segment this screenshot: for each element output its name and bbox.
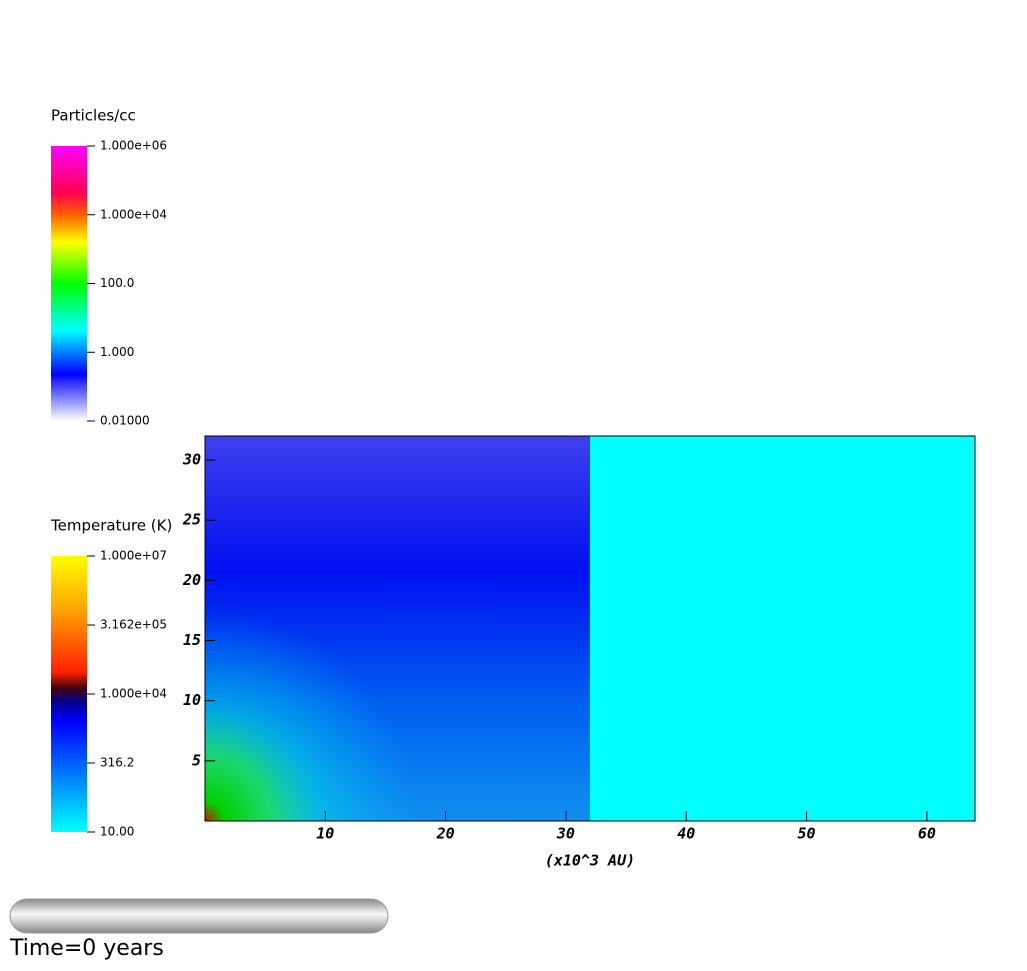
x-tick-label: 50 [798, 825, 816, 843]
legend-tick-label: 10.00 [100, 825, 134, 839]
y-tick-label: 5 [192, 751, 201, 769]
y-tick-label: 15 [183, 631, 201, 649]
x-tick-label: 60 [918, 825, 936, 843]
x-tick-label: 40 [677, 825, 695, 843]
colorbar [51, 556, 87, 832]
field-region [590, 436, 975, 821]
legend-tick-label: 1.000e+06 [100, 139, 167, 153]
y-tick-label: 10 [183, 691, 201, 709]
x-axis-label: (x10^3 AU) [545, 852, 635, 870]
legend-tick-label: 1.000 [100, 345, 134, 359]
legend-title: Temperature (K) [50, 517, 172, 535]
legend-tick-label: 1.000e+04 [100, 207, 167, 221]
field-core [205, 436, 590, 821]
plot-frame [204, 435, 976, 822]
x-tick-label: 20 [436, 825, 455, 843]
legend-title: Particles/cc [51, 107, 136, 125]
y-tick-label: 30 [182, 451, 201, 469]
colorbar [51, 146, 87, 421]
legend-tick-label: 316.2 [100, 756, 134, 770]
y-tick-label: 25 [182, 511, 201, 529]
time-label: Time=0 years [9, 936, 164, 961]
legend-tick-label: 100.0 [100, 276, 134, 290]
x-tick-label: 10 [316, 825, 334, 843]
legend-tick-label: 1.000e+04 [100, 687, 167, 701]
time-slider[interactable] [9, 898, 389, 934]
legend-tick-label: 3.162e+05 [100, 618, 167, 632]
field-image [205, 436, 975, 821]
legend-tick-label: 1.000e+07 [100, 549, 167, 563]
y-tick-label: 20 [182, 571, 201, 589]
legend-tick-label: 0.01000 [100, 414, 150, 428]
x-tick-label: 30 [556, 825, 575, 843]
